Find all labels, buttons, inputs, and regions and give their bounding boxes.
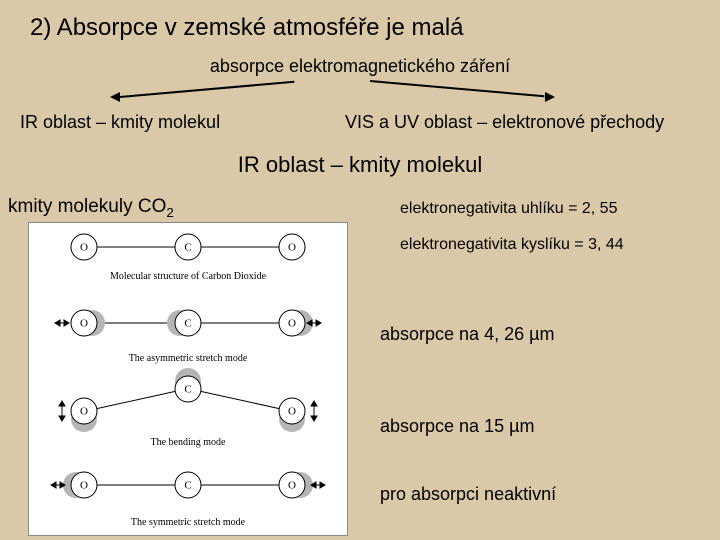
co2-modes-diagram: O C O Molecular structure of Carbon Diox… [28,222,348,536]
absorption-3: pro absorpci neaktivní [380,484,556,505]
diagram-row-bending: O C O The bending mode [59,368,317,448]
caption-structure: Molecular structure of Carbon Dioxide [110,271,267,282]
diagram-row-structure: O C O Molecular structure of Carbon Diox… [71,234,305,282]
slide-subtitle: absorpce elektromagnetického záření [0,56,720,77]
branch-left-label: IR oblast – kmity molekul [20,112,220,133]
atom-o-label: O [80,242,88,254]
section-heading: IR oblast – kmity molekul [0,152,720,178]
co2-heading-prefix: kmity molekuly CO [8,196,166,217]
absorption-1: absorpce na 4, 26 µm [380,324,554,345]
caption-asymmetric: The asymmetric stretch mode [129,353,248,364]
svg-text:C: C [184,318,191,330]
electronegativity-o: elektronegativita kyslíku = 3, 44 [400,236,624,254]
caption-symmetric: The symmetric stretch mode [131,517,246,528]
svg-text:C: C [184,480,191,492]
caption-bending: The bending mode [151,437,227,448]
svg-text:O: O [288,318,296,330]
co2-heading-sub: 2 [166,205,173,220]
svg-text:O: O [288,480,296,492]
arrow-right-line [370,80,545,97]
atom-c-label: C [184,242,191,254]
diagram-row-symmetric: O C O The symmetric stretch mode [51,472,325,528]
arrow-right-head [545,92,555,102]
svg-text:O: O [80,318,88,330]
absorption-2: absorpce na 15 µm [380,416,534,437]
svg-text:O: O [80,480,88,492]
arrow-left-head [110,92,120,102]
diagram-row-asymmetric: O C O The asymmetric stretch mode [55,310,321,364]
branch-right-label: VIS a UV oblast – elektronové přechody [345,112,664,133]
arrow-left-line [120,81,295,98]
atom-o-label: O [288,242,296,254]
electronegativity-c: elektronegativita uhlíku = 2, 55 [400,200,617,218]
slide-title: 2) Absorpce v zemské atmosféře je malá [30,14,464,42]
co2-heading: kmity molekuly CO2 [8,196,174,220]
svg-text:O: O [80,406,88,418]
svg-text:C: C [184,384,191,396]
svg-text:O: O [288,406,296,418]
